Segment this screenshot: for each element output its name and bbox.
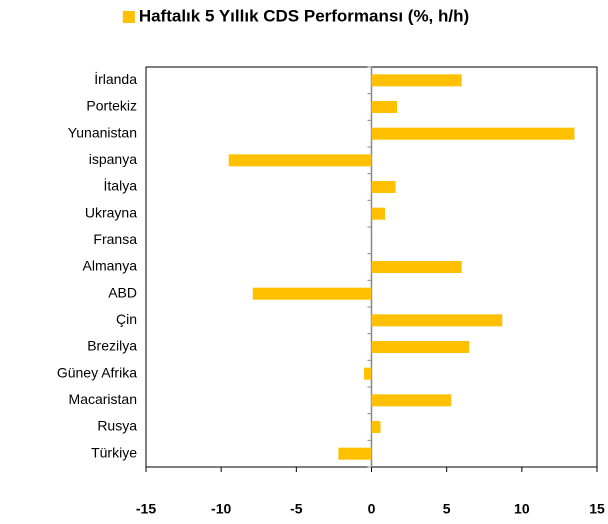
y-tick-label: Türkiye <box>91 444 137 460</box>
y-tick-label: Fransa <box>93 231 137 247</box>
bar <box>363 367 372 380</box>
bar <box>371 181 396 193</box>
x-tick-label: 10 <box>514 501 530 517</box>
y-tick-label: Rusya <box>97 418 137 434</box>
y-tick-label: Ukrayna <box>85 204 137 220</box>
legend-label: Haftalık 5 Yıllık CDS Performansı (%, h/… <box>139 6 469 25</box>
bar <box>371 127 575 140</box>
bar <box>371 261 462 273</box>
legend-swatch <box>122 11 135 23</box>
x-tick-label: -15 <box>136 501 156 517</box>
y-tick-label: Güney Afrika <box>57 364 137 380</box>
bar <box>371 74 462 87</box>
y-tick-label: İtalya <box>104 177 138 194</box>
y-tick-label: İrlanda <box>94 70 137 87</box>
y-tick-label: Portekiz <box>86 98 137 114</box>
bar <box>371 314 503 327</box>
bar <box>338 447 372 460</box>
y-tick-label: ABD <box>108 284 137 300</box>
bar <box>252 287 372 300</box>
y-tick-label: ispanya <box>89 151 137 167</box>
bar <box>371 101 398 113</box>
x-tick-label: -10 <box>211 501 231 517</box>
x-tick-label: -5 <box>290 501 303 517</box>
bar <box>371 207 386 220</box>
x-tick-label: 5 <box>443 501 451 517</box>
y-tick-label: Yunanistan <box>68 124 137 140</box>
bar <box>228 154 372 167</box>
x-tick-label: 0 <box>368 501 376 517</box>
y-tick-label: Çin <box>116 311 137 327</box>
bar <box>371 394 452 407</box>
y-tick-label: Brezilya <box>87 338 137 354</box>
y-tick-label: Almanya <box>83 258 138 274</box>
bar <box>371 421 381 433</box>
bar <box>371 341 470 353</box>
x-tick-label: 15 <box>589 501 605 517</box>
y-tick-label: Macaristan <box>69 391 137 407</box>
